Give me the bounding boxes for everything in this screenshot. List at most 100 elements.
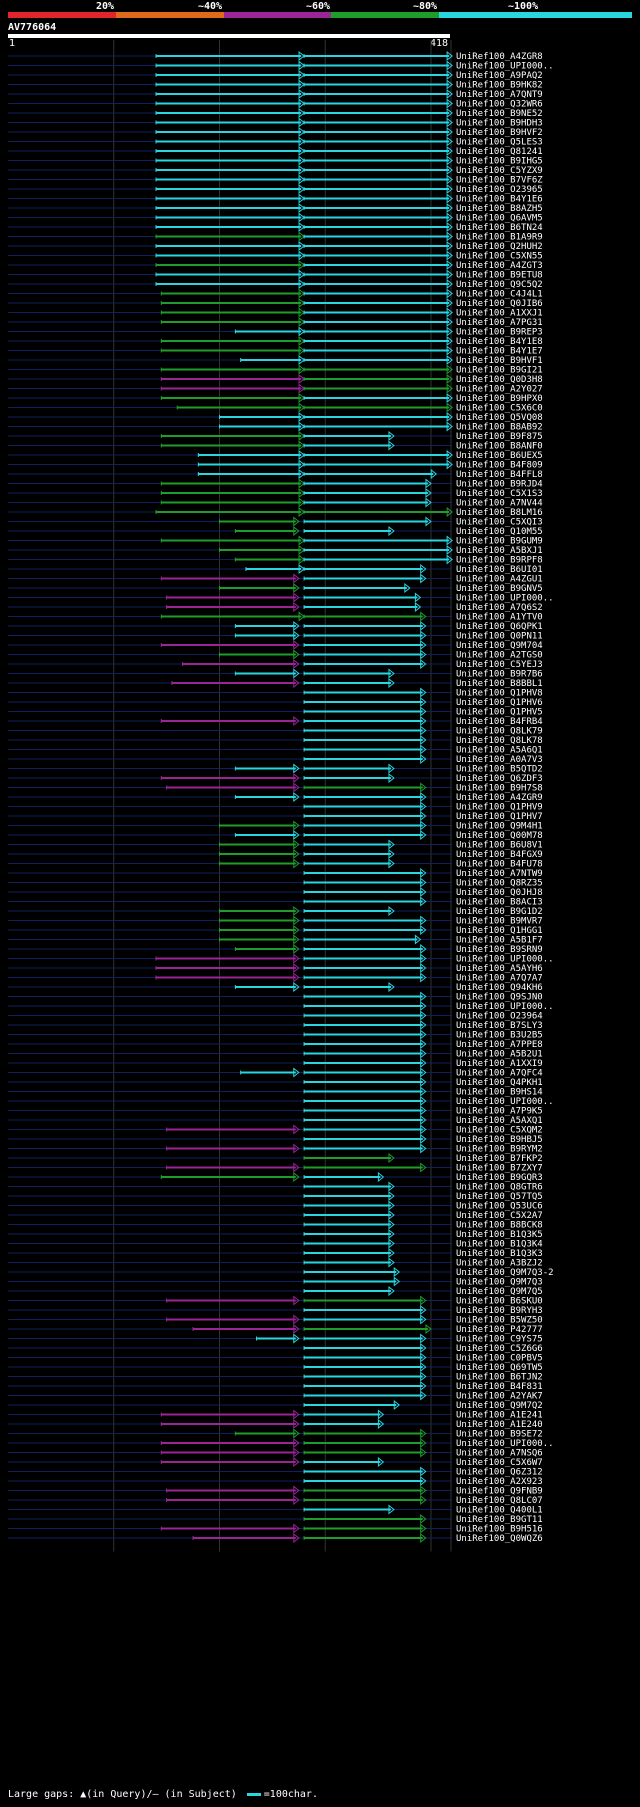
segment-arrowhead xyxy=(420,915,427,926)
segment-arrowhead xyxy=(425,1323,432,1335)
segment-arrowhead xyxy=(298,117,305,128)
segment-arrowhead xyxy=(293,1143,300,1154)
segment-arrowhead xyxy=(298,221,305,233)
segment-arrowhead xyxy=(298,535,305,546)
segment-arrowhead xyxy=(446,288,453,299)
hit-label: UniRef100_C0PBV5 xyxy=(456,1354,543,1364)
hit-label: UniRef100_A5B2U1 xyxy=(456,1050,543,1060)
segment-arrowhead xyxy=(446,345,453,356)
gaps-legend-text: Large gaps: ▲(in Query)/– (in Subject) xyxy=(8,1789,237,1800)
segment-arrowhead xyxy=(298,50,305,62)
hit-label: UniRef100_Q1HGG1 xyxy=(456,926,543,936)
segment-arrowhead xyxy=(298,421,305,432)
segment-arrowhead xyxy=(420,1019,427,1031)
hit-label: UniRef100_B8AB92 xyxy=(456,423,543,433)
segment-arrowhead xyxy=(414,934,422,945)
hit-label: UniRef100_B9HVF2 xyxy=(456,128,543,138)
segment-arrowhead xyxy=(420,1342,427,1354)
segment-arrowhead xyxy=(420,658,427,670)
segment-arrowhead xyxy=(446,202,453,214)
segment-arrowhead xyxy=(425,497,432,508)
hit-label: UniRef100_UPI000.. xyxy=(456,594,554,604)
segment-arrowhead xyxy=(298,449,305,461)
segment-arrowhead xyxy=(298,69,305,81)
segment-arrowhead xyxy=(425,478,432,489)
segment-arrowhead xyxy=(377,1456,385,1468)
hit-label: UniRef100_A1XXJ1 xyxy=(456,309,543,319)
segment-arrowhead xyxy=(420,1532,427,1544)
segment-arrowhead xyxy=(446,459,453,470)
hit-label: UniRef100_B9ETU8 xyxy=(456,271,543,281)
segment-arrowhead xyxy=(420,1523,427,1534)
segment-arrowhead xyxy=(446,250,453,261)
hit-label: UniRef100_B9MVR7 xyxy=(456,917,543,927)
segment-arrowhead xyxy=(298,364,305,375)
segment-arrowhead xyxy=(388,1257,395,1268)
hit-label: UniRef100_B1Q3K5 xyxy=(456,1230,543,1240)
hit-label: UniRef100_O23964 xyxy=(456,1012,543,1022)
hit-label: UniRef100_A7NTW9 xyxy=(456,869,543,879)
hit-label: UniRef100_C9YS75 xyxy=(456,1335,543,1345)
segment-arrowhead xyxy=(420,1010,427,1021)
hit-label: UniRef100_A7P9K5 xyxy=(456,1107,543,1117)
hit-label: UniRef100_B6TJN2 xyxy=(456,1373,543,1383)
hit-label: UniRef100_Q9M7Q5 xyxy=(456,1287,543,1297)
segment-arrowhead xyxy=(446,60,453,71)
hit-label: UniRef100_Q6QPK1 xyxy=(456,622,543,632)
hit-label: UniRef100_A7Q7A7 xyxy=(456,974,543,984)
hit-label: UniRef100_Q94KH6 xyxy=(456,983,543,993)
hit-label: UniRef100_B8ACI3 xyxy=(456,898,543,908)
segment-arrowhead xyxy=(420,943,427,955)
segment-arrowhead xyxy=(293,1418,300,1430)
segment-arrowhead xyxy=(420,1000,427,1012)
segment-arrowhead xyxy=(446,411,453,423)
segment-arrowhead xyxy=(388,1228,395,1240)
segment-arrowhead xyxy=(293,677,300,689)
hit-label: UniRef100_B9H516 xyxy=(456,1525,543,1535)
hit-label: UniRef100_Q0PN11 xyxy=(456,632,543,642)
segment-arrowhead xyxy=(388,839,395,850)
hit-label: UniRef100_A2YAK7 xyxy=(456,1392,543,1402)
hit-label: UniRef100_A1E241 xyxy=(456,1411,543,1421)
segment-arrowhead xyxy=(420,725,427,736)
hit-label: UniRef100_A7QNT9 xyxy=(456,90,543,100)
segment-arrowhead xyxy=(298,88,305,100)
segment-arrowhead xyxy=(420,867,427,879)
hit-label: UniRef100_B9REP3 xyxy=(456,328,543,338)
segment-arrowhead xyxy=(420,1067,427,1078)
segment-arrowhead xyxy=(388,763,395,774)
hit-label: UniRef100_Q8LK78 xyxy=(456,736,543,746)
segment-arrowhead xyxy=(420,1513,427,1525)
segment-arrowhead xyxy=(293,972,300,983)
segment-arrowhead xyxy=(446,392,453,404)
segment-arrowhead xyxy=(446,326,453,337)
segment-arrowhead xyxy=(293,858,300,869)
segment-arrowhead xyxy=(420,1095,427,1107)
hit-label: UniRef100_A7PG31 xyxy=(456,318,543,328)
segment-arrowhead xyxy=(293,934,300,945)
segment-arrowhead xyxy=(298,468,305,480)
segment-arrowhead xyxy=(420,1076,427,1088)
segment-arrowhead xyxy=(420,991,427,1002)
hit-label: UniRef100_C5X1S3 xyxy=(456,489,543,499)
hit-label: UniRef100_Q6Z312 xyxy=(456,1468,543,1478)
hit-label: UniRef100_A1YTV0 xyxy=(456,613,543,623)
segment-arrowhead xyxy=(420,630,427,641)
segment-arrowhead xyxy=(298,145,305,157)
segment-arrowhead xyxy=(293,668,300,679)
segment-arrowhead xyxy=(293,839,300,850)
segment-arrowhead xyxy=(414,601,422,613)
segment-arrowhead xyxy=(420,706,427,717)
segment-arrowhead xyxy=(388,1219,395,1230)
segment-arrowhead xyxy=(446,164,453,176)
segment-arrowhead xyxy=(293,592,300,603)
segment-arrowhead xyxy=(293,829,300,841)
segment-arrowhead xyxy=(420,649,427,660)
hit-label: UniRef100_C5XN55 xyxy=(456,252,543,262)
segment-arrowhead xyxy=(388,905,395,917)
segment-arrowhead xyxy=(293,1485,300,1496)
segment-arrowhead xyxy=(420,972,427,983)
hit-label: UniRef100_C5Z6G6 xyxy=(456,1344,543,1354)
segment-arrowhead xyxy=(298,326,305,337)
hit-label: UniRef100_C4J4L1 xyxy=(456,290,543,300)
